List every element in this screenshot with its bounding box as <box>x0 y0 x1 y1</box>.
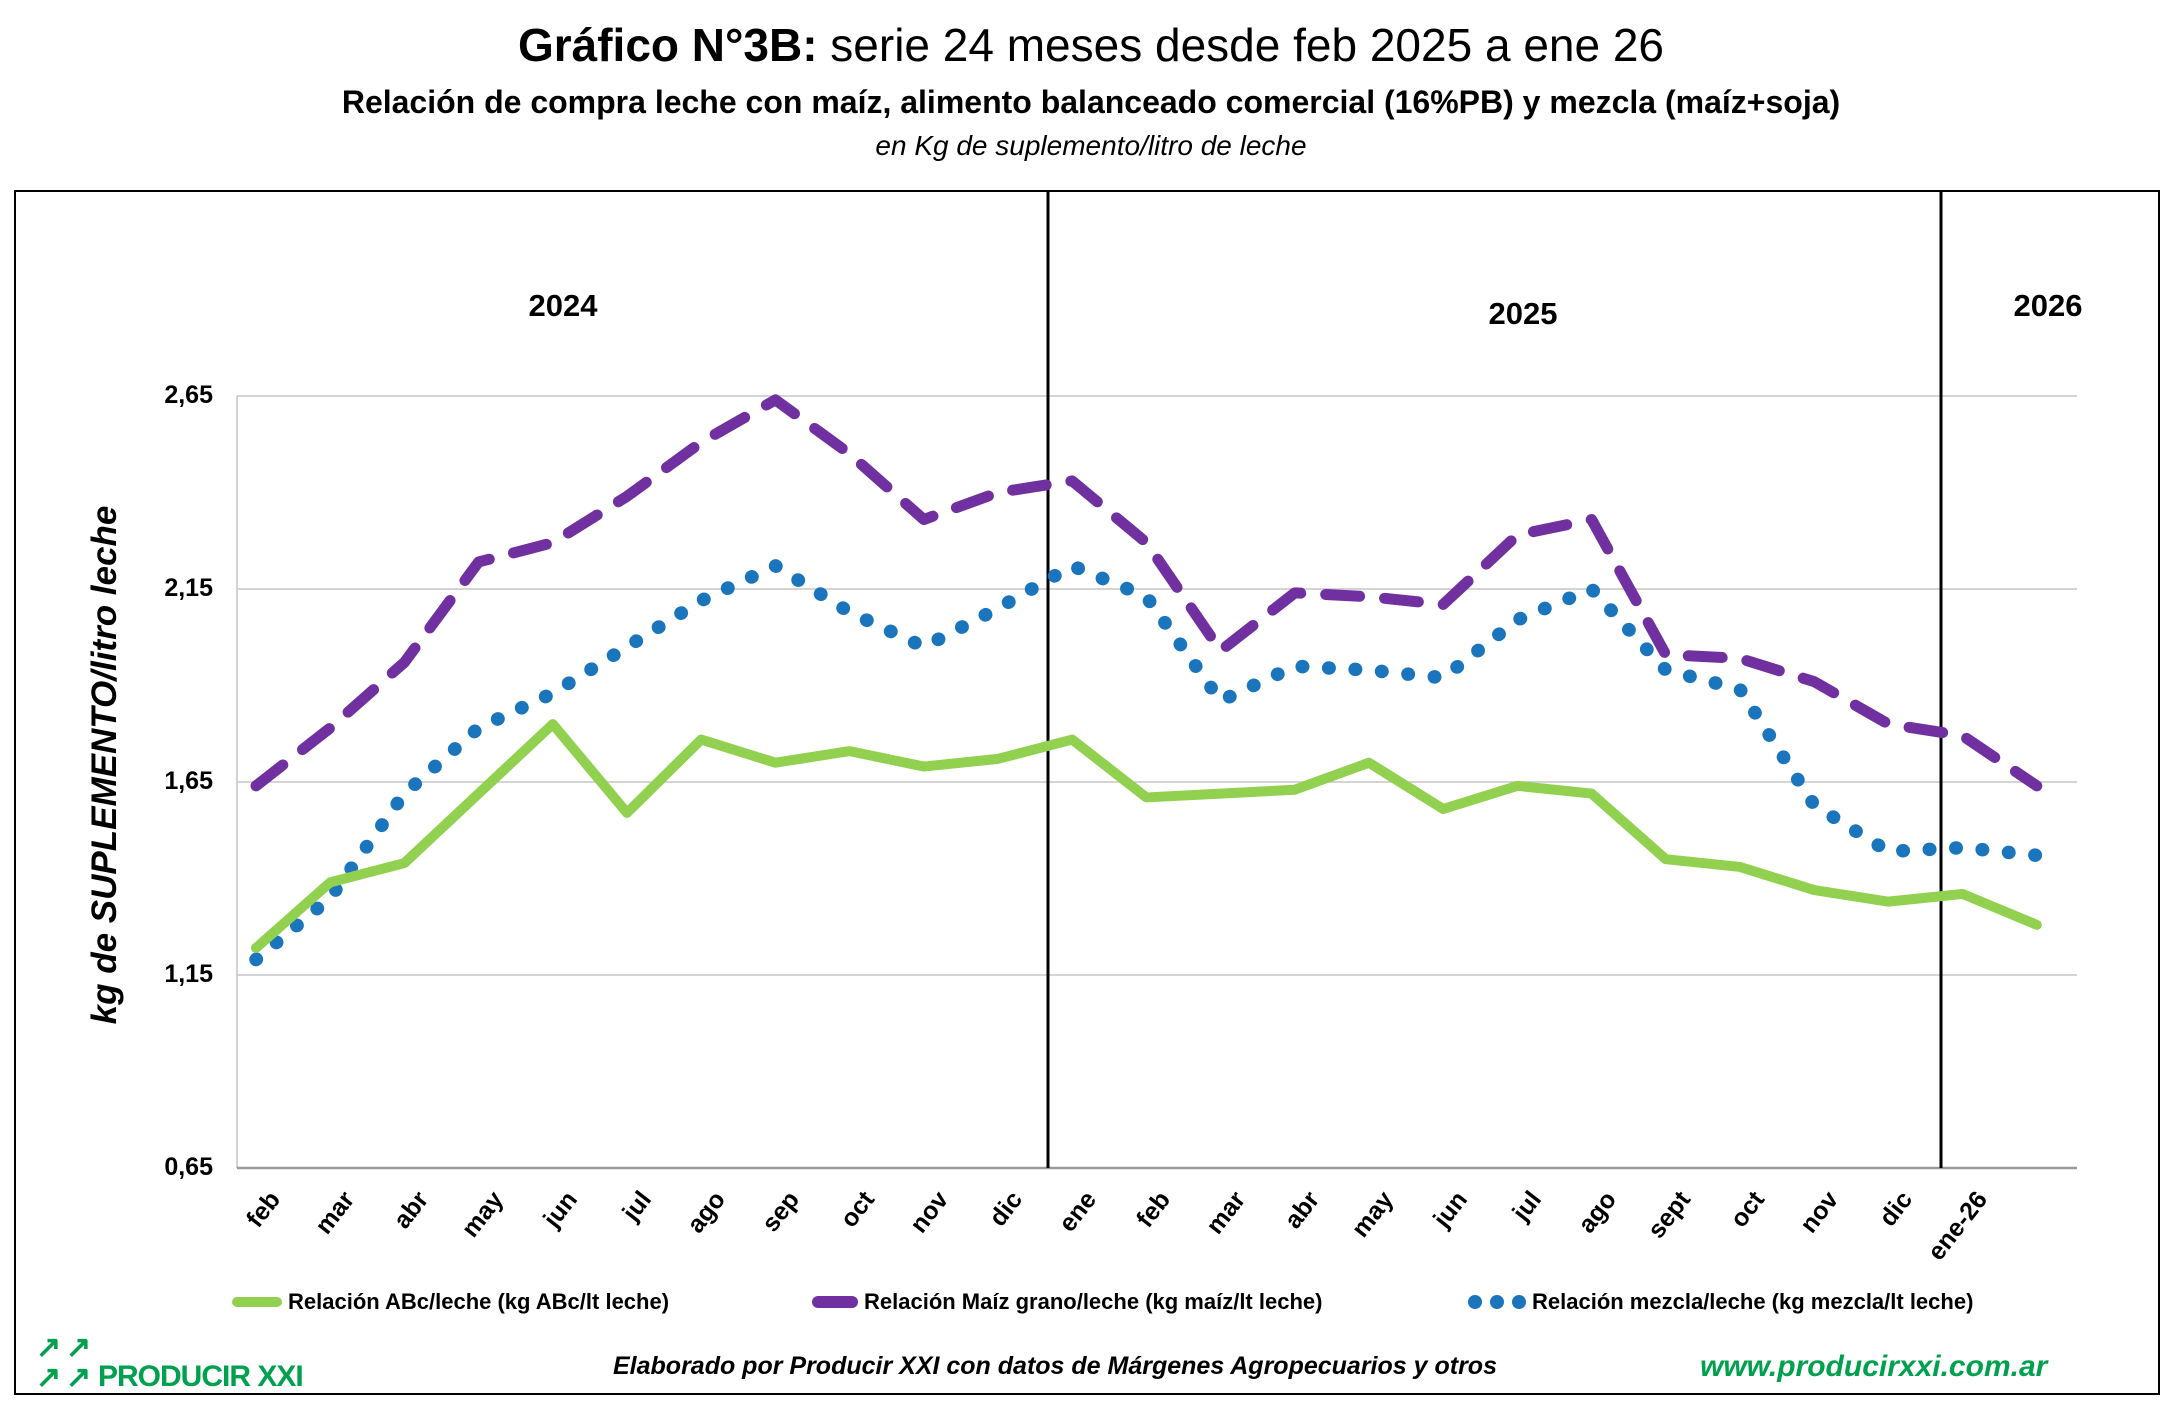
y-tick-label: 0,65 <box>164 1153 213 1181</box>
chart-frame <box>14 190 2160 1395</box>
legend-label-abc: Relación ABc/leche (kg ABc/lt leche) <box>288 1289 670 1314</box>
y-tick-label: 2,65 <box>164 381 213 409</box>
y-tick-label: 1,65 <box>164 767 213 795</box>
logo-arrows-icon: ↗ ↗ ↗ ↗ <box>36 1331 92 1394</box>
year-label-2024: 2024 <box>528 288 598 323</box>
year-label-2026: 2026 <box>2013 288 2083 323</box>
legend-item-mezcla: Relación mezcla/leche (kg mezcla/lt lech… <box>1468 1280 1973 1324</box>
series-solid <box>251 719 2042 953</box>
producir-xxi-logo: ↗ ↗ ↗ ↗ PRODUCIR XXI <box>36 1331 304 1394</box>
series-dashed <box>250 394 2043 792</box>
legend-label-mezcla: Relación mezcla/leche (kg mezcla/lt lech… <box>1532 1289 1974 1314</box>
legend-label-maiz: Relación Maíz grano/leche (kg maíz/lt le… <box>864 1289 1323 1314</box>
page-subtitle: Relación de compra leche con maíz, alime… <box>341 84 1841 120</box>
logo-text: PRODUCIR XXI <box>98 1360 304 1393</box>
footer-url[interactable]: www.producirxxi.com.ar <box>1700 1350 2048 1383</box>
y-tick-label: 2,15 <box>164 574 213 602</box>
legend-item-abc: Relación ABc/leche (kg ABc/lt leche) <box>232 1280 669 1324</box>
page-title-rest: serie 24 meses desde feb 2025 a ene 26 <box>817 19 1665 71</box>
year-label-2025: 2025 <box>1488 296 1558 331</box>
page-subtitle-units: en Kg de suplemento/litro de leche <box>875 130 1307 161</box>
legend-item-maiz: Relación Maíz grano/leche (kg maíz/lt le… <box>812 1280 1322 1324</box>
abc-line-swatch <box>232 1297 282 1307</box>
page-title-prefix: Gráfico N°3B: <box>517 19 818 71</box>
y-tick-label: 1,15 <box>164 960 213 988</box>
footer-credit: Elaborado por Producir XXI con datos de … <box>613 1352 1497 1380</box>
page-title: Gráfico N°3B: serie 24 meses desde feb 2… <box>0 18 2182 72</box>
mezcla-dots-swatch <box>1468 1295 1526 1309</box>
series-dotted <box>249 559 2044 967</box>
maiz-dash-swatch <box>812 1296 858 1308</box>
